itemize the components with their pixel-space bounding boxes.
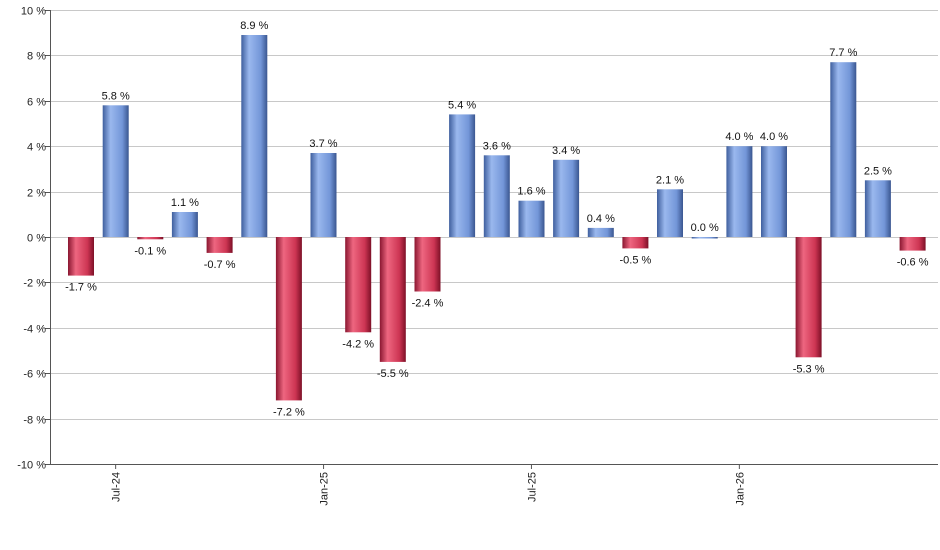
- bar-May-25: [449, 114, 476, 237]
- value-label: 5.4 %: [448, 99, 476, 111]
- value-label: 8.9 %: [240, 20, 268, 32]
- bar-Jun-24: [68, 237, 94, 276]
- data-labels: -1.7 % 5.8 % -0.1 % 1.1 % -0.7 % 8.9 % -7.2 % 3…: [65, 20, 929, 418]
- value-label: -0.7 %: [204, 259, 236, 271]
- bar-Aug-25: [553, 159, 580, 237]
- x-tick-label: Jul-25: [526, 472, 538, 502]
- y-tick-label: 4 %: [27, 142, 46, 154]
- bar-Jul-24: [102, 105, 129, 237]
- value-label: -2.4 %: [412, 298, 444, 310]
- y-tick-label: -2 %: [23, 278, 46, 290]
- y-tick-label: -8 %: [23, 415, 46, 427]
- value-label: -0.1 %: [134, 245, 166, 257]
- bar-Feb-25: [345, 237, 372, 333]
- value-label: 7.7 %: [829, 47, 857, 59]
- value-label: -0.6 %: [897, 257, 929, 269]
- bar-Apr-25: [414, 237, 441, 292]
- value-label: -5.3 %: [793, 363, 825, 375]
- bar-Nov-25: [657, 189, 683, 237]
- value-label: -7.2 %: [273, 406, 305, 418]
- y-tick-label: 8 %: [27, 51, 46, 63]
- value-label: -5.5 %: [377, 368, 409, 380]
- y-tick-label: -10 %: [17, 460, 46, 472]
- value-label: -0.5 %: [620, 254, 652, 266]
- value-label: 3.7 %: [309, 138, 337, 150]
- bar-Oct-24: [206, 237, 233, 253]
- bars: [68, 35, 926, 401]
- axes: 10 % 8 % 6 % 4 % 2 % 0 % -2 % -4 % -6 % -8 % -10 %…: [17, 6, 938, 506]
- bar-Jan-26: [726, 146, 753, 237]
- bar-Feb-26: [761, 146, 787, 237]
- bar-Dec-24: [275, 237, 302, 401]
- value-label: 2.5 %: [864, 165, 892, 177]
- bar-Aug-24: [137, 237, 164, 240]
- bar-Jun-26: [899, 237, 926, 251]
- value-label: 4.0 %: [760, 131, 788, 143]
- bar-Nov-24: [241, 35, 268, 237]
- x-tick-label: Jan-25: [319, 472, 331, 506]
- value-label: 3.6 %: [483, 140, 511, 152]
- x-tick-label: Jan-26: [734, 472, 746, 506]
- y-tick-label: 6 %: [27, 97, 46, 109]
- value-label: 0.4 %: [587, 213, 615, 225]
- bar-Sep-24: [171, 212, 198, 237]
- value-label: 4.0 %: [725, 131, 753, 143]
- bar-Mar-26: [795, 237, 822, 358]
- value-label: 0.0 %: [691, 222, 719, 234]
- bar-Jul-25: [518, 200, 545, 237]
- value-label: -4.2 %: [342, 338, 374, 350]
- bar-Mar-25: [379, 237, 406, 362]
- y-tick-label: 0 %: [27, 233, 46, 245]
- value-label: -1.7 %: [65, 282, 97, 294]
- value-label: 5.8 %: [102, 90, 130, 102]
- bar-Sep-25: [587, 227, 614, 237]
- value-label: 1.6 %: [517, 186, 545, 198]
- value-label: 2.1 %: [656, 174, 684, 186]
- y-tick-label: 2 %: [27, 188, 46, 200]
- y-tick-label: -4 %: [23, 324, 46, 336]
- x-tick-label: Jul-24: [111, 472, 123, 502]
- y-tick-label: -6 %: [23, 369, 46, 381]
- bar-Oct-25: [622, 237, 649, 249]
- value-label: 1.1 %: [171, 197, 199, 209]
- value-label: 3.4 %: [552, 145, 580, 157]
- bar-Dec-25: [691, 237, 718, 239]
- y-tick-label: 10 %: [21, 6, 46, 18]
- bar-May-26: [864, 180, 891, 238]
- bar-Jan-25: [310, 153, 337, 237]
- bar-Jun-25: [483, 155, 510, 237]
- bar-Apr-26: [830, 62, 857, 238]
